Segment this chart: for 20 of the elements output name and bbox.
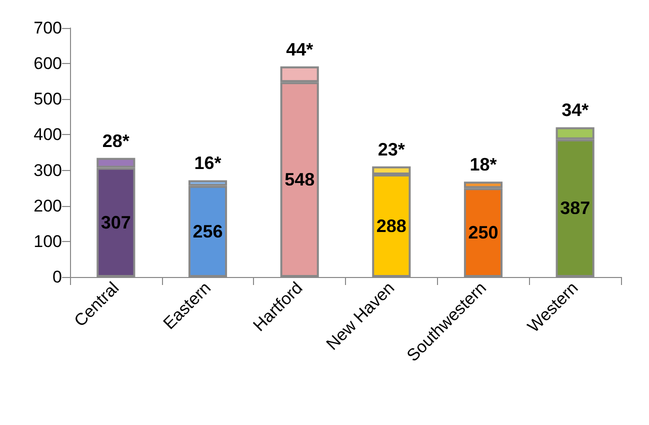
y-tick-label: 300 bbox=[34, 160, 62, 180]
y-tick-label: 400 bbox=[34, 125, 62, 144]
y-tick-label: 500 bbox=[34, 90, 62, 109]
data-label: 16* bbox=[194, 153, 222, 174]
data-label: 387 bbox=[560, 198, 590, 218]
y-tick-label: 700 bbox=[34, 18, 62, 38]
y-tick-label: 100 bbox=[34, 232, 62, 251]
data-label: 307 bbox=[100, 212, 131, 232]
data-label: 18* bbox=[470, 154, 497, 175]
data-label: 28* bbox=[102, 130, 130, 151]
data-label: 23* bbox=[378, 139, 405, 160]
y-tick-label: 200 bbox=[34, 196, 62, 216]
data-label: 288 bbox=[376, 216, 406, 236]
data-label: 250 bbox=[468, 222, 498, 243]
data-label: 34* bbox=[562, 100, 589, 120]
data-label: 548 bbox=[284, 170, 315, 190]
y-tick-label: 600 bbox=[34, 54, 62, 74]
data-label: 256 bbox=[192, 221, 223, 242]
y-tick-label: 0 bbox=[52, 268, 62, 286]
data-label: 44* bbox=[286, 39, 314, 60]
